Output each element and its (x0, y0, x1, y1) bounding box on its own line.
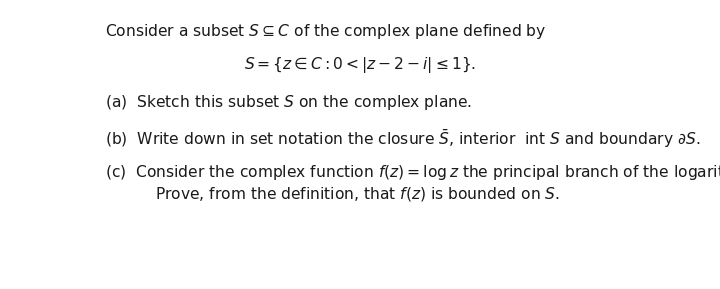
Text: Consider a subset $S \subseteq C$ of the complex plane defined by: Consider a subset $S \subseteq C$ of the… (105, 22, 546, 41)
Text: (c)  Consider the complex function $f(z) = \log z$ the principal branch of the l: (c) Consider the complex function $f(z) … (105, 163, 720, 182)
Text: (a)  Sketch this subset $S$ on the complex plane.: (a) Sketch this subset $S$ on the comple… (105, 93, 472, 112)
Text: (b)  Write down in set notation the closure $\bar{S}$, interior  int $S$ and bou: (b) Write down in set notation the closu… (105, 128, 701, 150)
Text: Prove, from the definition, that $f(z)$ is bounded on $S$.: Prove, from the definition, that $f(z)$ … (155, 185, 560, 203)
Text: $S = \{z \in C : 0 < |z - 2 - i| \leq 1\}.$: $S = \{z \in C : 0 < |z - 2 - i| \leq 1\… (244, 55, 476, 75)
